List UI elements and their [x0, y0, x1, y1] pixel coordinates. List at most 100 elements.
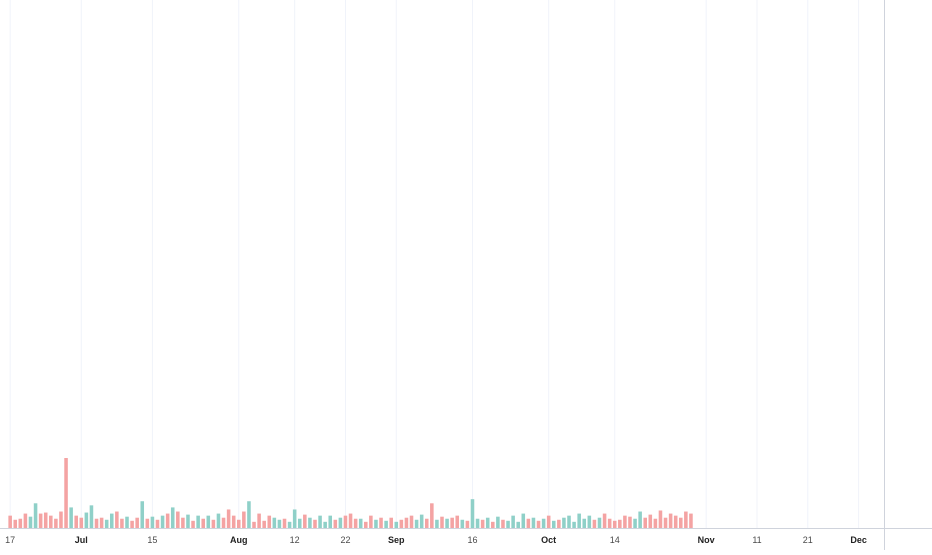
- volume-bar: [161, 516, 165, 528]
- volume-bar: [24, 514, 28, 528]
- volume-bar: [130, 521, 134, 528]
- volume-bar: [308, 518, 312, 528]
- x-tick-label: 16: [467, 535, 477, 545]
- x-tick-label: 21: [803, 535, 813, 545]
- volume-bar: [95, 519, 99, 528]
- volume-bar: [506, 521, 510, 528]
- volume-bar: [59, 512, 63, 528]
- volume-bar: [39, 514, 43, 528]
- volume-bar: [90, 505, 94, 528]
- volume-bar: [369, 516, 373, 528]
- volume-bar: [278, 520, 282, 528]
- volume-bar: [191, 521, 195, 528]
- volume-bar: [64, 458, 68, 528]
- volume-bar: [608, 519, 612, 528]
- volume-bar: [334, 520, 338, 528]
- volume-bar: [684, 512, 688, 528]
- volume-bar: [49, 516, 53, 528]
- volume-bar: [593, 520, 597, 528]
- volume-bar: [54, 519, 58, 528]
- volume-bar: [552, 521, 556, 528]
- volume-bar: [288, 522, 292, 528]
- volume-bar: [298, 519, 302, 528]
- volume-bar: [638, 512, 642, 528]
- volume-bar: [29, 517, 33, 528]
- volume-bar: [267, 516, 271, 528]
- x-tick-label: 22: [340, 535, 350, 545]
- volume-bar: [115, 512, 119, 528]
- volume-bar: [461, 520, 465, 528]
- volume-bar: [80, 518, 84, 528]
- volume-bar: [603, 514, 607, 528]
- volume-bar: [227, 509, 231, 528]
- volume-bar: [491, 522, 495, 528]
- volume-bar: [516, 522, 520, 528]
- volume-bar: [481, 520, 485, 528]
- volume-bar: [13, 520, 17, 528]
- x-tick-label: 14: [610, 535, 620, 545]
- volume-bar: [394, 522, 398, 528]
- volume-bar: [633, 519, 637, 528]
- volume-bar: [511, 516, 515, 528]
- volume-bar: [252, 522, 256, 528]
- volume-bar: [359, 519, 363, 528]
- x-tick-label: Oct: [541, 535, 556, 545]
- volume-bar: [110, 514, 114, 528]
- volume-bar: [262, 521, 266, 528]
- volume-bar: [242, 512, 246, 528]
- volume-bar: [344, 516, 348, 528]
- x-tick-label: Aug: [230, 535, 248, 545]
- x-tick-label: Sep: [388, 535, 405, 545]
- volume-bar: [430, 503, 434, 528]
- volume-bar: [542, 519, 546, 528]
- volume-bar: [628, 517, 632, 528]
- volume-bar: [588, 516, 592, 528]
- volume-bar: [364, 522, 368, 528]
- volume-bar: [222, 518, 226, 528]
- volume-bar: [186, 515, 190, 528]
- volume-bar: [537, 521, 541, 528]
- x-tick-label: 12: [290, 535, 300, 545]
- volume-bar: [527, 519, 531, 528]
- volume-bar: [181, 518, 185, 528]
- volume-bar: [674, 516, 678, 528]
- volume-bar: [532, 518, 536, 528]
- volume-bar: [120, 519, 124, 528]
- volume-bar: [410, 516, 414, 528]
- volume-bar: [623, 516, 627, 528]
- volume-bar: [257, 514, 261, 528]
- volume-bar: [135, 518, 139, 528]
- volume-bar: [374, 520, 378, 528]
- volume-bar: [349, 514, 353, 528]
- volume-bar: [212, 520, 216, 528]
- volume-bar: [654, 519, 658, 528]
- volume-bar: [598, 518, 602, 528]
- volume-bar: [455, 516, 459, 528]
- volume-bar: [196, 516, 200, 528]
- volume-bar: [125, 517, 129, 528]
- volume-bar: [669, 514, 673, 528]
- volume-bar: [201, 519, 205, 528]
- x-tick-label: Nov: [698, 535, 715, 545]
- volume-bar: [562, 518, 566, 528]
- volume-bar: [44, 513, 48, 528]
- volume-bar: [572, 522, 576, 528]
- volume-bar: [435, 520, 439, 528]
- volume-bar: [273, 518, 277, 528]
- volume-bar: [328, 516, 332, 528]
- volume-bar: [313, 520, 317, 528]
- volume-bar: [415, 520, 419, 528]
- volume-bar: [207, 516, 211, 528]
- volume-bar: [318, 516, 322, 528]
- volume-bar: [247, 501, 251, 528]
- volume-bar: [405, 518, 409, 528]
- volume-bar: [420, 515, 424, 528]
- volume-bar: [232, 516, 236, 528]
- volume-bar: [476, 519, 480, 528]
- volume-bar: [582, 519, 586, 528]
- volume-bar: [613, 521, 617, 528]
- volume-bar: [649, 515, 653, 528]
- volume-bar: [19, 519, 23, 528]
